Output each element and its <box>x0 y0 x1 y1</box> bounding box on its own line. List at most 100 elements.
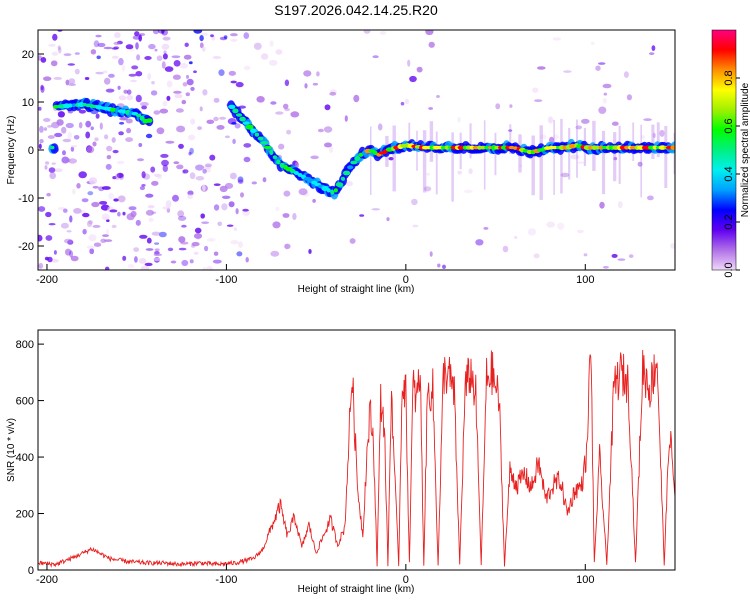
heatmap-noise-cell <box>426 172 431 176</box>
heatmap-noise-cell <box>38 206 46 212</box>
heatmap-noise-cell <box>237 176 244 183</box>
heatmap-noise-cell <box>103 46 113 50</box>
heatmap-noise-cell <box>200 213 205 219</box>
heatmap-noise-cell <box>670 243 675 249</box>
heatmap-noise-cell <box>85 131 91 139</box>
heatmap-noise-cell <box>509 104 513 108</box>
heatmap-noise-cell <box>187 194 193 200</box>
heatmap-noise-cell <box>85 120 92 128</box>
x-tick-label: 0 <box>403 574 409 586</box>
heatmap-noise-cell <box>651 45 656 51</box>
heatmap-streak <box>632 122 635 161</box>
heatmap-noise-cell <box>86 146 95 154</box>
heatmap-noise-cell <box>549 136 555 144</box>
heatmap-noise-cell <box>43 76 52 81</box>
x-tick-label: -200 <box>36 574 58 586</box>
heatmap-noise-cell <box>140 265 150 270</box>
heatmap-noise-cell <box>537 66 546 70</box>
heatmap-noise-cell <box>160 153 169 158</box>
heatmap-noise-cell <box>114 32 121 39</box>
heatmap-noise-cell <box>188 61 193 65</box>
heatmap-noise-cell <box>145 248 154 251</box>
heatmap-ridge-core <box>232 108 239 114</box>
heatmap-noise-cell <box>193 30 203 34</box>
heatmap-noise-cell <box>216 125 225 130</box>
heatmap-noise-cell <box>170 260 177 264</box>
heatmap-noise-cell <box>186 74 189 79</box>
heatmap-noise-cell <box>54 132 63 138</box>
heatmap-noise-cell <box>428 107 433 110</box>
heatmap-noise-cell <box>38 106 42 111</box>
heatmap-noise-cell <box>442 264 446 269</box>
x-tick-label: -200 <box>36 274 58 286</box>
heatmap-noise-cell <box>412 224 419 228</box>
heatmap-noise-cell <box>121 64 126 72</box>
x-tick-label: -100 <box>215 274 237 286</box>
heatmap-noise-cell <box>221 195 231 199</box>
heatmap-noise-cell <box>602 83 612 89</box>
heatmap-noise-cell <box>156 127 165 135</box>
heatmap-noise-cell <box>223 35 228 39</box>
heatmap-noise-cell <box>457 116 461 123</box>
heatmap-streak <box>553 119 555 195</box>
heatmap-noise-cell <box>49 172 56 180</box>
heatmap-noise-cell <box>94 137 99 142</box>
heatmap-noise-cell <box>66 230 72 233</box>
heatmap-noise-cell <box>125 137 133 143</box>
heatmap-noise-cell <box>111 47 119 50</box>
heatmap-noise-cell <box>67 63 76 66</box>
heatmap-noise-cell <box>81 198 89 203</box>
heatmap-streak <box>539 125 543 200</box>
heatmap-noise-cell <box>463 189 473 194</box>
heatmap-noise-cell <box>202 46 206 52</box>
heatmap-noise-cell <box>76 183 81 189</box>
heatmap-noise-cell <box>73 208 82 214</box>
heatmap-noise-cell <box>409 75 417 83</box>
heatmap-noise-cell <box>416 66 423 73</box>
y-tick-label: 600 <box>16 396 34 408</box>
heatmap-noise-cell <box>162 53 168 60</box>
heatmap-noise-cell <box>102 234 109 238</box>
heatmap-noise-cell <box>185 92 190 97</box>
spectrogram-heatmap <box>38 30 675 270</box>
heatmap-noise-cell <box>145 193 154 198</box>
heatmap-noise-cell <box>213 116 219 122</box>
heatmap-noise-cell <box>138 143 143 147</box>
heatmap-noise-cell <box>324 104 331 111</box>
heatmap-noise-cell <box>181 259 189 267</box>
heatmap-noise-cell <box>154 242 160 245</box>
heatmap-noise-cell <box>557 222 565 230</box>
heatmap-noise-cell <box>166 95 171 101</box>
heatmap-noise-cell <box>230 33 238 37</box>
heatmap-noise-cell <box>148 43 156 50</box>
heatmap-noise-cell <box>161 30 165 34</box>
heatmap-noise-cell <box>178 247 187 251</box>
heatmap-noise-cell <box>176 125 186 133</box>
heatmap-noise-cell <box>626 94 633 101</box>
heatmap-noise-cell <box>113 198 119 202</box>
heatmap-noise-cell <box>199 106 203 112</box>
heatmap-noise-cell <box>323 126 333 133</box>
heatmap-noise-cell <box>652 132 656 139</box>
heatmap-noise-cell <box>52 33 58 41</box>
heatmap-noise-cell <box>161 30 168 36</box>
heatmap-noise-cell <box>204 245 209 252</box>
heatmap-noise-cell <box>552 37 562 41</box>
heatmap-ridge-core <box>333 188 338 193</box>
colorbar-tick-label: 0.2 <box>723 214 735 229</box>
heatmap-noise-cell <box>226 224 234 227</box>
heatmap-noise-cell <box>182 82 188 87</box>
heatmap-noise-cell <box>575 125 582 130</box>
heatmap-noise-cell <box>153 253 163 257</box>
heatmap-noise-cell <box>130 79 138 83</box>
heatmap-noise-cell <box>145 133 153 139</box>
y-tick-label: -10 <box>18 193 34 205</box>
heatmap-noise-cell <box>177 210 185 218</box>
heatmap-noise-cell <box>116 160 125 165</box>
heatmap-noise-cell <box>125 118 133 124</box>
heatmap-noise-cell <box>51 51 59 56</box>
heatmap-noise-cell <box>312 82 318 86</box>
heatmap-noise-cell <box>195 164 204 171</box>
heatmap-noise-cell <box>547 116 554 124</box>
heatmap-streak <box>494 132 497 176</box>
